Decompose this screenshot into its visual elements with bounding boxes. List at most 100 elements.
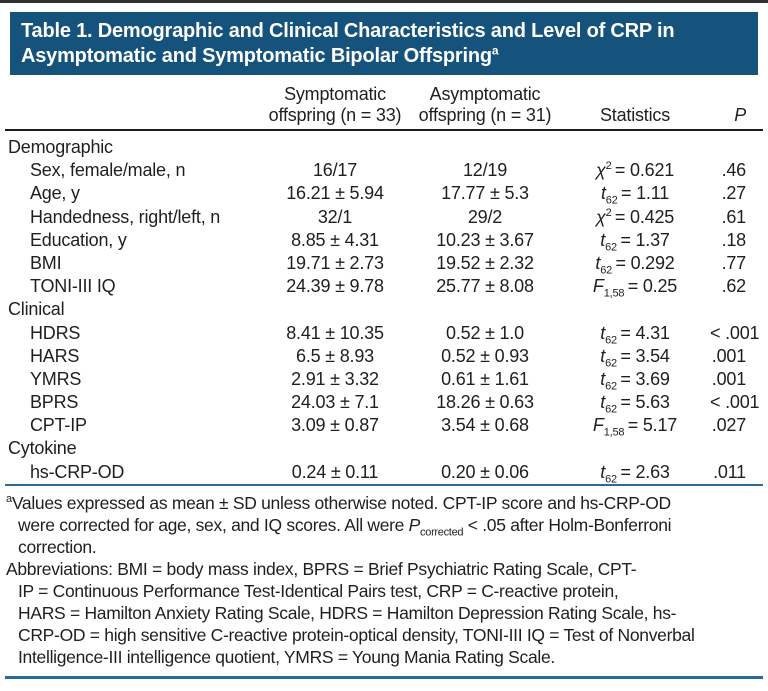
- table-bottom-rule: [5, 675, 763, 679]
- p-value: .27: [721, 183, 747, 204]
- asymptomatic-value: 25.77 ± 8.08: [436, 276, 534, 297]
- p-value: < .001: [710, 322, 760, 343]
- table-title-line2-text: Asymptomatic and Symptomatic Bipolar Off…: [21, 45, 492, 67]
- column-header-symptomatic-line2: offspring (n = 33): [268, 105, 402, 125]
- asymptomatic-value: 0.52 ± 1.0: [446, 322, 524, 343]
- asymptomatic-value: 0.52 ± 0.93: [441, 345, 529, 366]
- p-value: .001: [711, 345, 746, 366]
- column-header-p: P: [734, 105, 746, 125]
- statistic-value: t62 = 5.63: [600, 392, 670, 416]
- table-row: Sex, female/male, n 16/17 12/19 χ2 = 0.621.…: [8, 159, 754, 182]
- asymptomatic-value: 29/2: [467, 206, 503, 227]
- asymptomatic-value: 3.54 ± 0.68: [441, 415, 529, 436]
- symptomatic-value: 16.21 ± 5.94: [286, 183, 384, 204]
- symptomatic-value: 8.85 ± 4.31: [291, 229, 379, 250]
- symptomatic-value: 19.71 ± 2.73: [286, 252, 384, 273]
- statistic-value: t62 = 2.63: [600, 461, 670, 486]
- top-border-rule: [0, 0, 768, 3]
- statistic-value: t62 = 4.31: [600, 322, 670, 347]
- footnote-marker-a: a: [491, 43, 499, 58]
- statistic-value: t62 = 3.69: [600, 368, 670, 393]
- row-label: HARS: [30, 345, 80, 366]
- symptomatic-value: 0.24 ± 0.11: [291, 461, 379, 482]
- statistic-value: χ2 = 0.621: [595, 160, 675, 181]
- table-section-row: Clinical: [8, 298, 754, 321]
- column-header-row: Symptomatic offspring (n = 33) Asymptoma…: [0, 84, 768, 129]
- p-value: .001: [711, 368, 746, 389]
- row-label: Handedness, right/left, n: [30, 206, 221, 227]
- table-title-band: Table 1. Demographic and Clinical Charac…: [10, 12, 758, 75]
- asymptomatic-value: 18.26 ± 0.63: [436, 392, 534, 413]
- table-row: CPT-IP 3.09 ± 0.87 3.54 ± 0.68 F1,58 = 5.17…: [8, 414, 754, 439]
- column-header-asymptomatic-line1: Asymptomatic: [429, 84, 541, 104]
- statistic-value: t62 = 1.37: [600, 229, 670, 254]
- row-label: Age, y: [30, 183, 80, 204]
- symptomatic-value: 24.03 ± 7.1: [291, 392, 379, 413]
- table-row: BPRS 24.03 ± 7.1 18.26 ± 0.63 t62 = 5.63 < .…: [8, 391, 760, 416]
- section-label: Demographic: [8, 137, 113, 157]
- statistic-value: F1,58 = 5.17: [592, 415, 678, 439]
- table-row: HARS 6.5 ± 8.93 0.52 ± 0.93 t62 = 3.54 .001: [8, 345, 754, 370]
- abbreviations-line: Abbreviations: BMI = body mass index, BP…: [6, 558, 637, 579]
- column-header-asymptomatic-line2: offspring (n = 31): [418, 105, 552, 125]
- table-row: HDRS 8.41 ± 10.35 0.52 ± 1.0 t62 = 4.31 < .0…: [8, 322, 760, 347]
- body-bottom-rule: [5, 483, 763, 486]
- symptomatic-value: 16/17: [312, 160, 358, 181]
- symptomatic-value: 24.39 ± 9.78: [286, 276, 384, 297]
- header-rule: [5, 129, 763, 131]
- p-value: .011: [713, 461, 746, 482]
- asymptomatic-value: 0.61 ± 1.61: [441, 368, 529, 389]
- column-header-statistics: Statistics: [599, 105, 671, 125]
- symptomatic-value: 2.91 ± 3.32: [291, 368, 379, 389]
- symptomatic-value: 8.41 ± 10.35: [286, 322, 384, 343]
- p-value: .62: [721, 276, 747, 297]
- asymptomatic-value: 12/19: [462, 160, 508, 181]
- p-value: .18: [721, 229, 747, 250]
- footnote-a-line: aValues expressed as mean ± SD unless ot…: [6, 492, 671, 513]
- table-title-line2: Asymptomatic and Symptomatic Bipolar Off…: [21, 44, 750, 69]
- p-value: .027: [711, 415, 746, 436]
- footnote-a-line: correction.: [18, 536, 97, 557]
- footnote-a-line: were corrected for age, sex, and IQ scor…: [18, 514, 672, 539]
- abbreviations-line: IP = Continuous Performance Test-Identic…: [18, 580, 619, 601]
- row-label: BPRS: [30, 392, 79, 413]
- asymptomatic-value: 0.20 ± 0.06: [441, 461, 529, 482]
- p-value: .46: [721, 160, 747, 181]
- table-row: TONI-III IQ 24.39 ± 9.78 25.77 ± 8.08 F1,58…: [8, 275, 754, 300]
- table-row: YMRS 2.91 ± 3.32 0.61 ± 1.61 t62 = 3.69 .001: [8, 368, 754, 393]
- statistic-value: t62 = 1.11: [600, 183, 670, 207]
- table-row: Handedness, right/left, n 32/1 29/2 χ2 = 0.…: [8, 206, 754, 229]
- column-header-symptomatic: Symptomatic offspring (n = 33): [260, 84, 410, 126]
- section-label: Clinical: [8, 299, 65, 320]
- abbreviations-line: Intelligence-III intelligence quotient, …: [18, 646, 555, 667]
- row-label: BMI: [30, 252, 62, 273]
- row-label: YMRS: [30, 368, 82, 389]
- footnotes-block: aValues expressed as mean ± SD unless ot…: [0, 486, 768, 668]
- statistic-value: F1,58 = 0.25: [592, 276, 678, 300]
- row-label: TONI-III IQ: [30, 276, 116, 297]
- column-header-asymptomatic: Asymptomatic offspring (n = 31): [410, 84, 560, 126]
- table-row: hs-CRP-OD 0.24 ± 0.11 0.20 ± 0.06 t62 = 2.6…: [8, 461, 754, 486]
- asymptomatic-value: 19.52 ± 2.32: [436, 252, 534, 273]
- abbreviations-line: HARS = Hamilton Anxiety Rating Scale, HD…: [18, 602, 677, 623]
- p-value: .61: [721, 206, 747, 227]
- statistic-value: t62 = 3.54: [600, 345, 670, 370]
- table-body: Demographic Sex, female/male, n 16/17 12/19…: [0, 131, 768, 486]
- symptomatic-value: 3.09 ± 0.87: [291, 415, 379, 436]
- table-title-line1: Table 1. Demographic and Clinical Charac…: [21, 20, 675, 42]
- table-row: Age, y 16.21 ± 5.94 17.77 ± 5.3 t62 = 1.11.…: [8, 182, 754, 207]
- row-label: CPT-IP: [30, 415, 87, 436]
- table-section-row: Demographic: [8, 136, 754, 159]
- section-label: Cytokine: [8, 438, 77, 459]
- p-value: .77: [721, 252, 747, 273]
- row-label: Education, y: [30, 229, 127, 250]
- row-label: HDRS: [30, 322, 81, 343]
- table-row: BMI 19.71 ± 2.73 19.52 ± 2.32 t62 = 0.292 .7…: [8, 252, 754, 277]
- statistic-value: t62 = 0.292: [595, 252, 675, 277]
- table-section-row: Cytokine: [8, 437, 754, 460]
- asymptomatic-value: 17.77 ± 5.3: [441, 183, 529, 204]
- column-header-symptomatic-line1: Symptomatic: [284, 84, 386, 104]
- asymptomatic-value: 10.23 ± 3.67: [436, 229, 534, 250]
- abbreviations-line: CRP-OD = high sensitive C-reactive prote…: [18, 624, 695, 645]
